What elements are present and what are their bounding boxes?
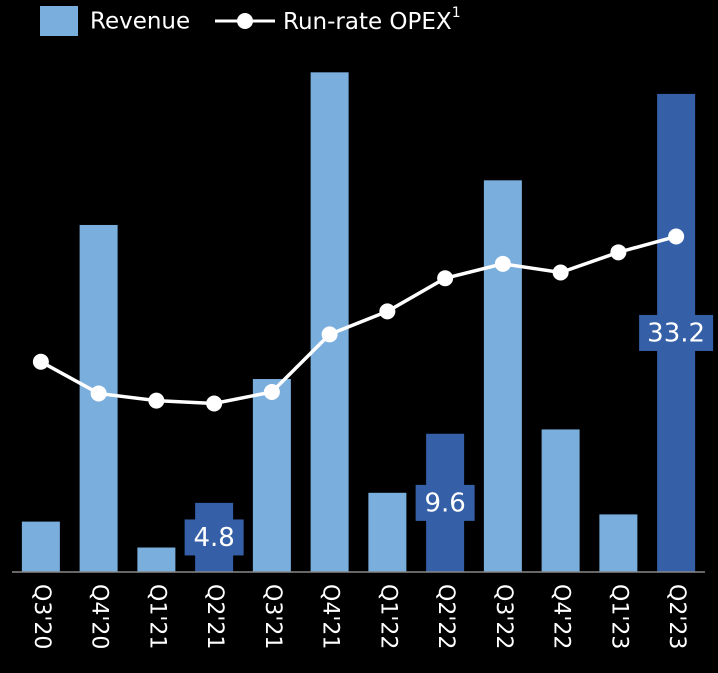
x-tick-label: Q1'22	[375, 584, 400, 649]
value-label-box	[184, 519, 244, 556]
opex-marker	[263, 384, 280, 400]
bar	[483, 180, 522, 572]
bar	[368, 492, 407, 572]
opex-marker	[437, 270, 454, 287]
value-label-box	[639, 314, 714, 351]
x-tick-label: Q3'22	[491, 584, 516, 649]
bar	[21, 521, 60, 572]
bar	[541, 429, 580, 572]
opex-marker	[610, 244, 627, 261]
value-label: 33.2	[647, 318, 705, 348]
bar	[137, 547, 176, 572]
legend-label: Revenue	[90, 9, 190, 35]
legend-marker	[237, 13, 253, 29]
x-tick-label: Q2'22	[433, 584, 458, 649]
opex-marker	[148, 392, 165, 409]
legend-swatch	[40, 6, 78, 36]
opex-marker	[668, 228, 685, 245]
bar	[599, 514, 638, 572]
opex-marker	[32, 353, 49, 370]
x-tick-label: Q4'20	[87, 584, 112, 649]
x-tick-label: Q1'21	[144, 584, 169, 649]
legend-label: Run-rate OPEX1	[283, 5, 461, 35]
x-tick-label: Q3'21	[260, 584, 285, 649]
value-label: 9.6	[424, 488, 465, 518]
x-tick-label: Q2'23	[664, 584, 689, 649]
x-tick-label: Q2'21	[202, 584, 227, 649]
x-tick-label: Q4'22	[549, 584, 574, 649]
opex-marker	[206, 395, 223, 412]
opex-marker	[379, 303, 396, 320]
value-label: 4.8	[193, 523, 234, 553]
opex-marker	[552, 264, 569, 281]
value-label-box	[415, 484, 475, 521]
opex-marker	[90, 385, 107, 402]
legend-text: Run-rate OPEX	[283, 9, 452, 35]
bar	[252, 379, 291, 572]
bar	[310, 72, 349, 572]
x-tick-label: Q3'20	[29, 584, 54, 649]
x-tick-label: Q1'23	[606, 584, 631, 649]
x-tick-label: Q4'21	[318, 584, 343, 649]
opex-marker	[321, 326, 338, 343]
opex-marker	[494, 255, 511, 272]
opex-line	[40, 234, 677, 406]
legend-superscript: 1	[452, 5, 461, 21]
